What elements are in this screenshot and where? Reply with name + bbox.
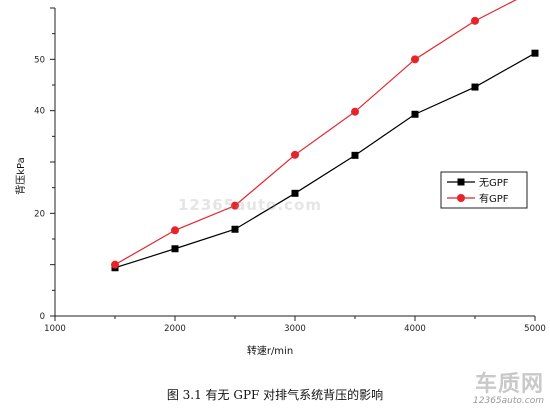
series-1 — [111, 49, 539, 272]
data-point — [411, 55, 419, 64]
site-watermark: 车质网 12365auto.com — [473, 372, 544, 407]
y-tick-label: 50 — [34, 55, 45, 65]
data-point — [171, 226, 179, 235]
watermark-brand: 车质网 — [474, 372, 544, 397]
y-tick-label: 20 — [34, 209, 45, 219]
series-line — [114, 52, 536, 269]
data-point — [291, 150, 299, 159]
legend-box — [440, 171, 528, 209]
data-point — [231, 225, 239, 233]
x-tick-label: 2000 — [164, 324, 186, 334]
y-tick-label: 0 — [40, 312, 45, 322]
series-line — [114, 0, 517, 266]
x-tick-label: 1000 — [44, 324, 66, 334]
data-point — [171, 245, 179, 253]
data-point — [351, 107, 359, 116]
data-point — [111, 260, 119, 269]
center-watermark: 12365auto.com — [178, 196, 322, 214]
legend-marker — [457, 194, 465, 202]
y-tick-label: 40 — [34, 107, 45, 117]
data-point — [471, 83, 479, 91]
figure-caption: 图 3.1 有无 GPF 对排气系统背压的影响 — [166, 388, 384, 402]
legend: 无GPF 有GPF — [440, 171, 528, 209]
series-layer — [111, 0, 539, 272]
data-point — [291, 189, 299, 197]
x-tick-label: 3000 — [284, 324, 306, 334]
data-point — [471, 16, 479, 25]
x-tick-label: 5000 — [524, 324, 546, 334]
watermark-url: 12365auto.com — [473, 396, 544, 406]
axes: 1000 2000 3000 4000 5000 0 20 40 50 转速r/min 背压kPa — [14, 7, 546, 357]
legend-label: 有GPF — [479, 192, 509, 205]
x-axis-label: 转速r/min — [247, 344, 293, 357]
legend-label: 无GPF — [479, 178, 509, 189]
legend-marker — [457, 178, 465, 186]
chart: 1000 2000 3000 4000 50000204050转速r/min背压kPa … — [14, 0, 546, 357]
data-point — [351, 151, 359, 159]
series-2 — [111, 0, 517, 269]
data-point — [231, 201, 239, 210]
y-axis-label: 背压kPa — [14, 157, 27, 195]
x-tick-label: 4000 — [404, 324, 426, 334]
data-point — [531, 49, 539, 57]
data-point — [411, 110, 419, 118]
